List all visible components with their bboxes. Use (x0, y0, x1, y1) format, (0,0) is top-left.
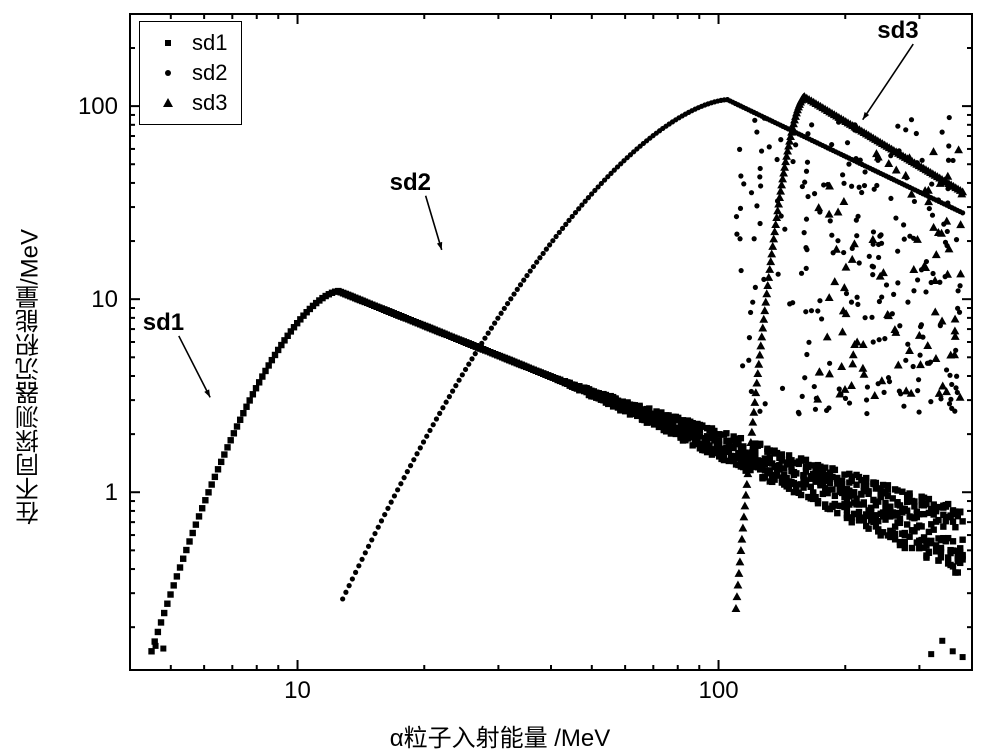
x-tick-label: 10 (284, 677, 311, 704)
x-axis-label: α粒子入射能量 /MeV (0, 718, 1000, 753)
y-axis-label: 在不同探测器沉积能量/MeV (12, 0, 48, 754)
square-icon (150, 33, 186, 53)
y-tick-label: 10 (91, 286, 118, 313)
series-sd1 (148, 288, 965, 655)
legend-label: sd3 (186, 90, 227, 116)
legend: sd1 sd2 sd3 (139, 21, 242, 125)
legend-label: sd2 (186, 60, 227, 86)
legend-item-sd1: sd1 (150, 28, 227, 58)
x-tick-label: 100 (699, 677, 739, 704)
annotation-sd1: sd1 (143, 309, 184, 336)
legend-label: sd1 (186, 30, 227, 56)
annotation-sd2: sd2 (390, 169, 431, 196)
circle-icon (150, 63, 186, 83)
plot-frame (130, 14, 972, 670)
y-tick-label: 100 (78, 93, 118, 120)
y-tick-label: 1 (105, 479, 118, 506)
triangle-icon (150, 93, 186, 113)
legend-item-sd3: sd3 (150, 88, 227, 118)
legend-item-sd2: sd2 (150, 58, 227, 88)
annotation-sd3: sd3 (877, 17, 918, 44)
